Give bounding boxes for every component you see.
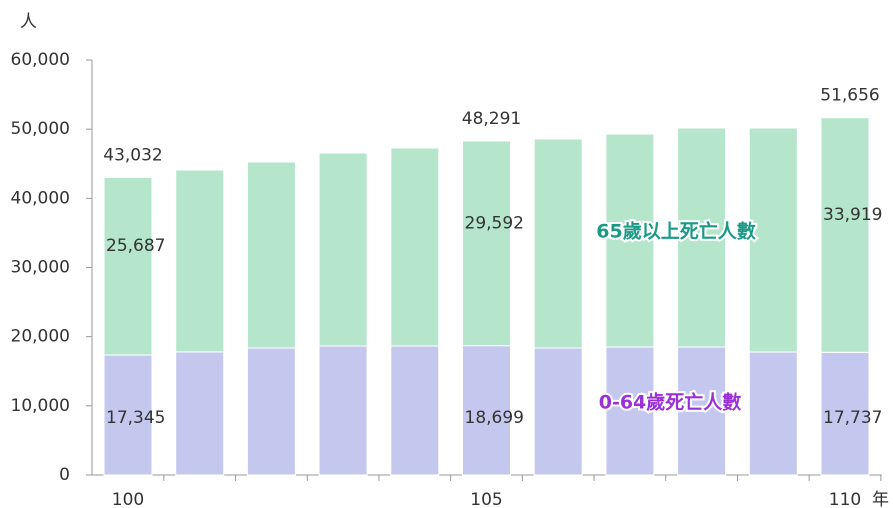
- bar-segment: [390, 147, 440, 347]
- bar-segment: [462, 140, 511, 347]
- y-tick-label: 20,000: [11, 327, 70, 347]
- y-tick-label: 40,000: [11, 188, 70, 208]
- value-label: 29,592: [465, 213, 524, 233]
- bar-segment: [533, 347, 583, 476]
- x-unit: 年: [872, 490, 889, 508]
- total-label: 43,032: [103, 145, 162, 165]
- total-label: 48,291: [462, 109, 521, 129]
- bar-segment: [103, 176, 153, 356]
- bar-segment: [605, 133, 655, 348]
- bar-segment: [390, 345, 440, 476]
- bar-segment: [533, 138, 583, 349]
- bar-segment: [820, 117, 870, 353]
- bar-segment: [246, 347, 296, 476]
- y-tick-label: 30,000: [11, 258, 70, 278]
- bar-segment: [677, 127, 727, 348]
- bar-segment: [820, 351, 870, 476]
- x-tick-label: 100: [112, 490, 144, 508]
- total-label: 51,656: [820, 86, 879, 106]
- value-label: 18,699: [465, 408, 524, 428]
- bar-segment: [318, 345, 368, 476]
- bar-segment: [318, 152, 368, 347]
- y-tick-label: 10,000: [11, 396, 70, 416]
- bar-segment: [175, 351, 225, 476]
- bar-segment: [677, 346, 727, 476]
- bar-segment: [246, 161, 296, 349]
- value-label: 33,919: [823, 205, 882, 225]
- bar-segment: [605, 346, 655, 476]
- bar-segment: [462, 345, 511, 476]
- y-unit: 人: [20, 12, 37, 32]
- y-tick-label: 0: [59, 465, 70, 485]
- value-label: 17,737: [823, 408, 882, 428]
- bar-segment: [175, 169, 225, 353]
- bar-segment: [748, 127, 798, 353]
- series-label: 65歲以上死亡人數: [596, 220, 755, 243]
- bar-segment: [748, 351, 798, 476]
- series-label: 0-64歲死亡人數: [599, 391, 742, 414]
- x-tick-label: 110: [829, 490, 861, 508]
- value-label: 17,345: [106, 408, 165, 428]
- y-tick-label: 50,000: [11, 119, 70, 139]
- y-tick-label: 60,000: [11, 50, 70, 70]
- x-tick-label: 105: [470, 490, 502, 508]
- value-label: 25,687: [106, 236, 165, 256]
